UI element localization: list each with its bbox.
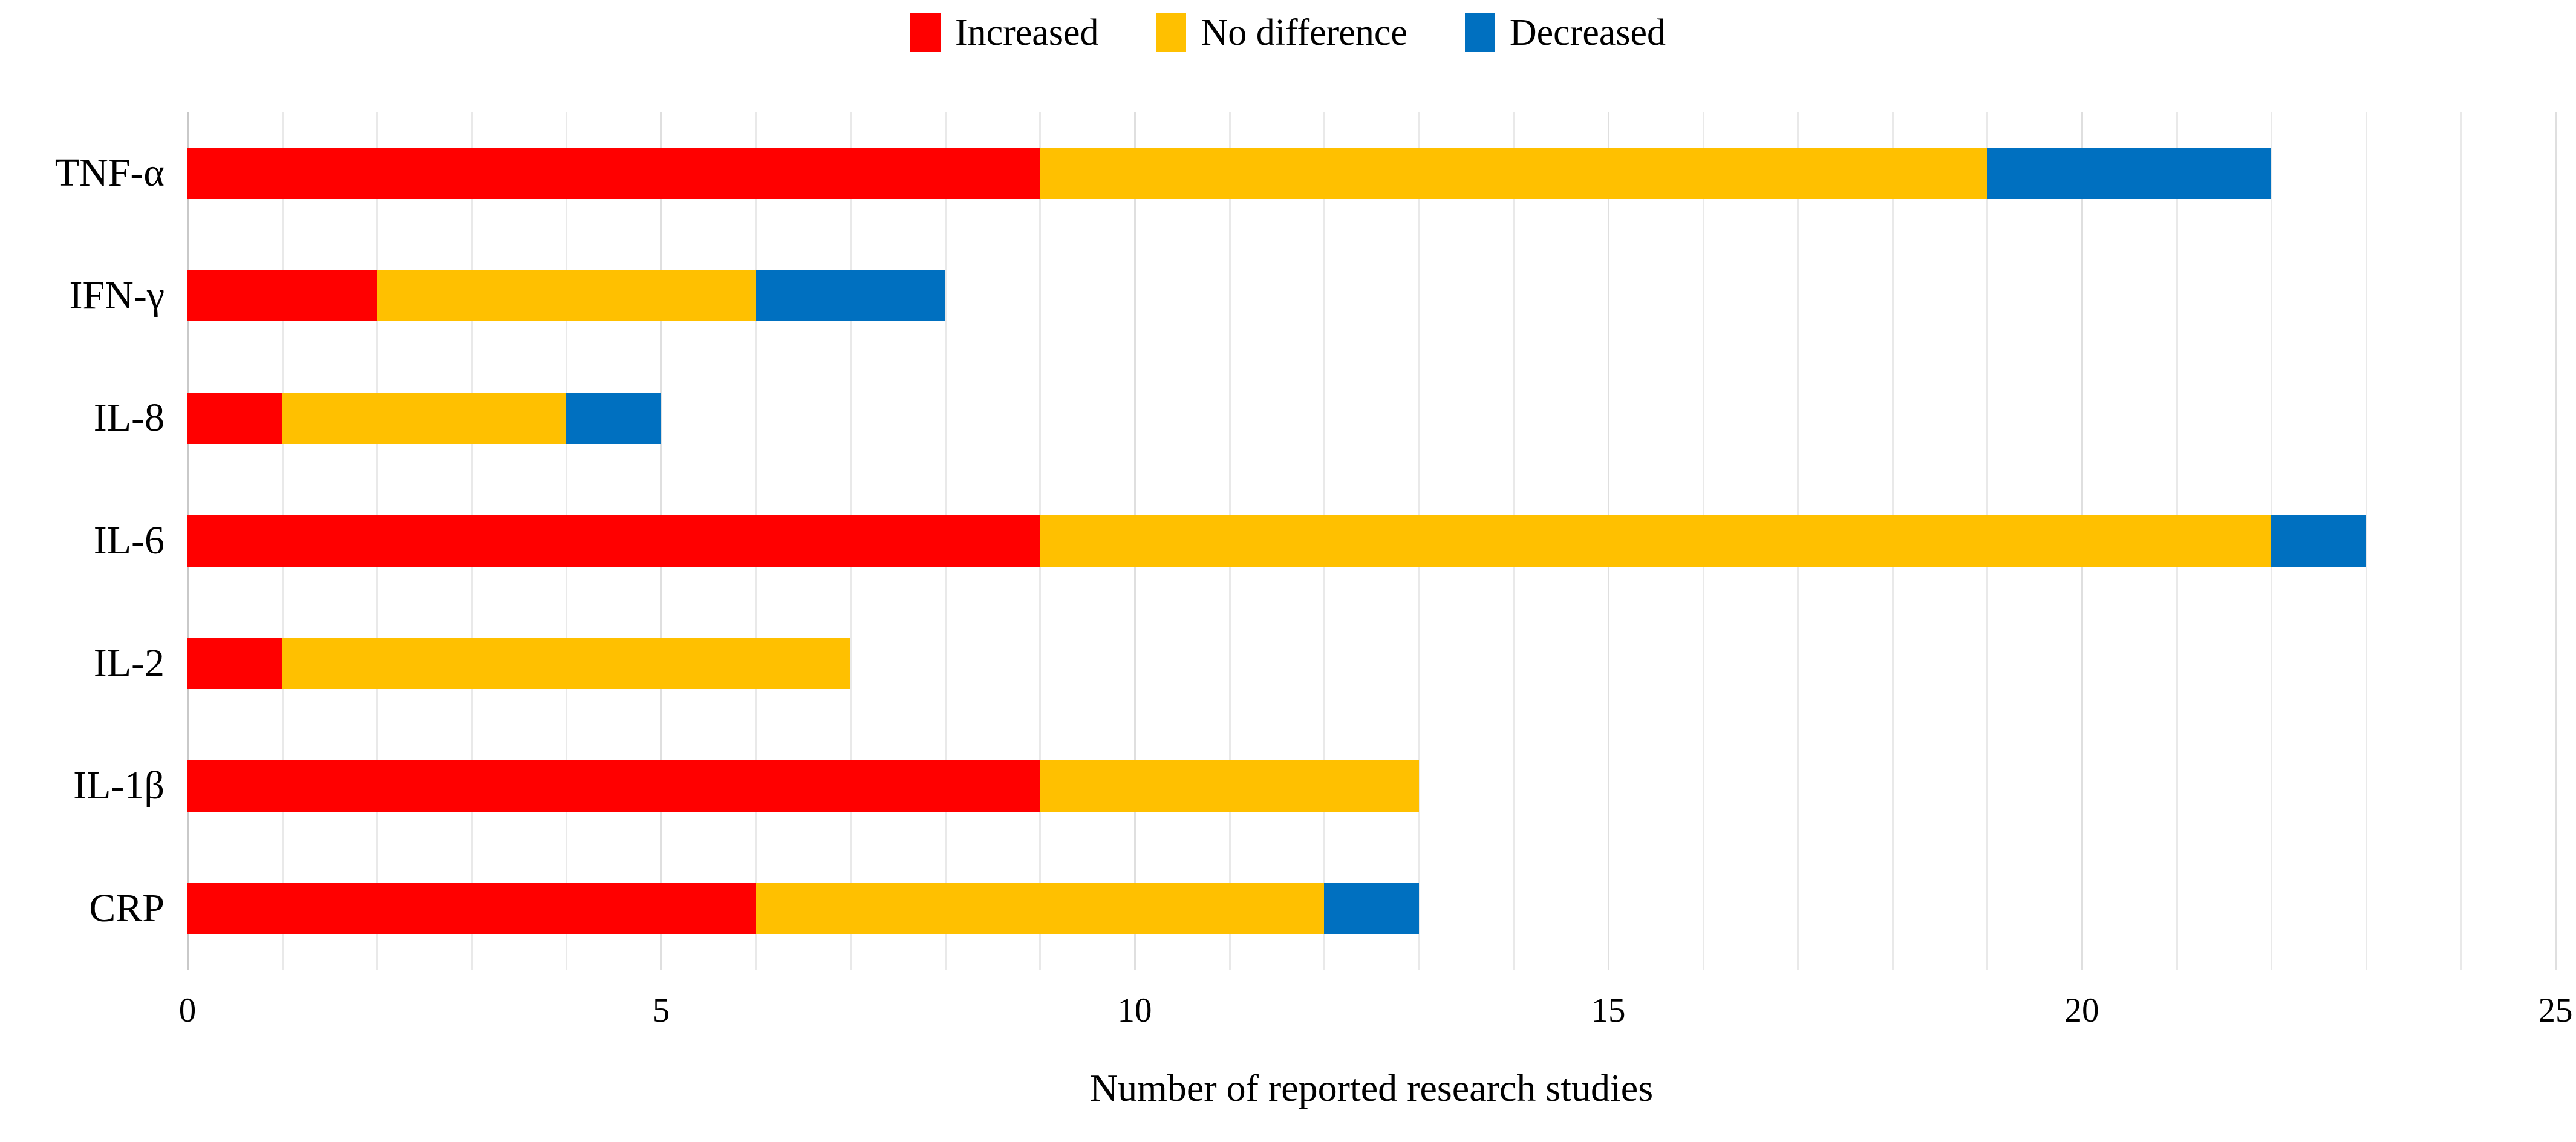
stacked-bar [187,392,2555,444]
stacked-bar [187,147,2555,199]
category-label-2: IFN-γ [69,273,165,318]
x-axis-ticks: 0 5 10 15 20 25 [179,991,2573,1039]
gridline-23 [2365,112,2367,970]
x-tick-15: 15 [1591,991,1626,1029]
legend-item-no-difference: No difference [1156,12,1407,53]
stacked-bar [187,883,2555,935]
category-label-1: TNF-α [54,151,165,195]
x-tick-0: 0 [178,991,197,1029]
bar-segment [187,638,282,690]
legend-label-increased: Increased [954,12,1099,53]
bar-segment [755,883,1325,935]
stacked-bar [187,760,2555,812]
bar-row-5 [187,602,2555,725]
stacked-bar [187,270,2555,322]
bar-segment [282,638,851,690]
category-label-4: IL-6 [93,518,165,563]
bar-segment [187,270,377,322]
x-axis-title: Number of reported research studies [1089,1066,1654,1109]
bar-segment [377,270,756,322]
bar-segment [1040,760,1419,812]
legend-item-increased: Increased [910,12,1099,53]
legend-swatch-increased [910,13,941,53]
bar-segment [1040,147,1987,199]
bars [187,112,2555,970]
bar-row-4 [187,480,2555,602]
legend: Increased No difference Decreased [0,12,2576,53]
bar-segment [566,392,661,444]
legend-item-decreased: Decreased [1464,12,1666,53]
x-tick-10: 10 [1117,991,1152,1029]
category-labels: TNF-α IFN-γ IL-8 IL-6 IL-2 IL-1β CRP [0,112,165,970]
category-label-3: IL-8 [93,396,165,440]
legend-label-no-difference: No difference [1201,12,1407,53]
category-label-5: IL-2 [93,641,165,685]
bar-segment [1324,883,1419,935]
bar-segment [282,392,567,444]
bar-row-7 [187,847,2555,970]
bar-segment [187,515,1040,567]
stacked-bar [187,638,2555,690]
category-label-7: CRP [89,886,165,930]
bar-row-3 [187,357,2555,480]
bar-segment [2271,515,2366,567]
x-tick-25: 25 [2538,991,2573,1029]
bar-segment [187,760,1040,812]
plot-area [187,112,2557,970]
bar-segment [187,883,756,935]
bar-row-6 [187,725,2555,847]
bar-segment [187,147,1040,199]
legend-swatch-decreased [1464,13,1495,53]
bar-segment [755,270,945,322]
bar-row-1 [187,112,2555,235]
bar-row-2 [187,235,2555,357]
gridline-25 [2555,112,2557,970]
stacked-bar [187,515,2555,567]
gridline-24 [2460,112,2462,970]
x-tick-5: 5 [652,991,670,1029]
x-tick-20: 20 [2064,991,2099,1029]
bar-segment [1040,515,2272,567]
legend-swatch-no-difference [1156,13,1187,53]
bar-segment [187,392,282,444]
legend-label-decreased: Decreased [1509,12,1666,53]
category-label-6: IL-1β [73,763,165,808]
bar-segment [1987,147,2272,199]
